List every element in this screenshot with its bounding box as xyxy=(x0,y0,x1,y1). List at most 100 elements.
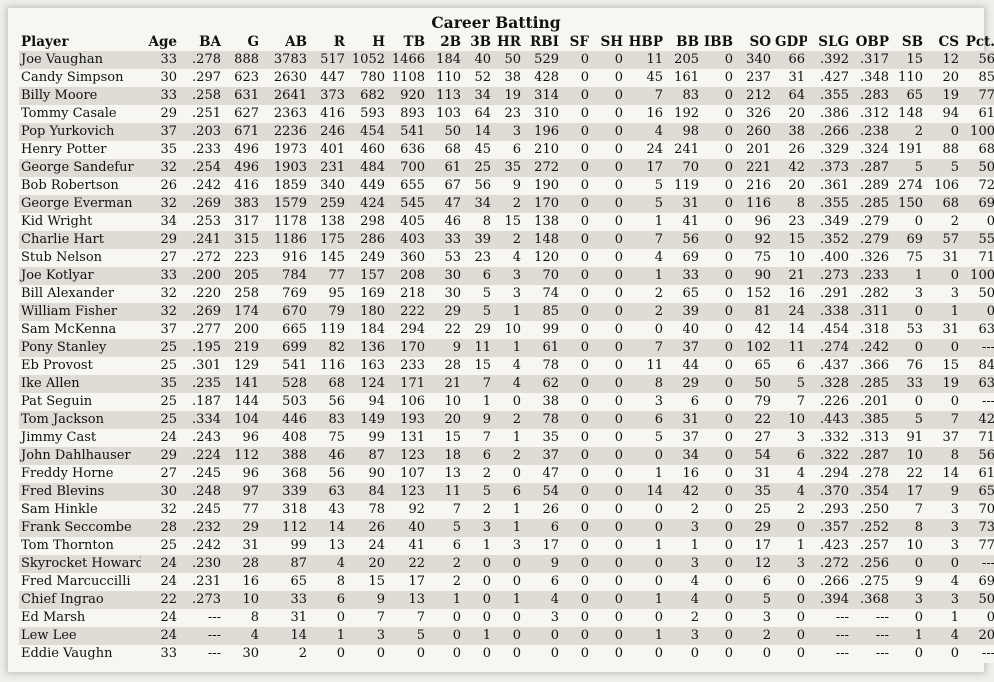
stat-cell: 0 xyxy=(925,339,961,357)
stat-cell: 0 xyxy=(561,231,591,249)
stat-cell: 6 xyxy=(625,411,665,429)
stat-cell: 54 xyxy=(735,447,773,465)
stat-cell: 0 xyxy=(591,321,625,339)
stat-cell: 31 xyxy=(925,321,961,339)
stat-cell: 0 xyxy=(773,519,807,537)
stat-cell: 5 xyxy=(625,177,665,195)
stat-cell: 52 xyxy=(463,69,493,87)
stat-cell: 893 xyxy=(387,105,427,123)
stat-cell: 2 xyxy=(665,501,701,519)
stat-cell: .400 xyxy=(807,249,851,267)
stat-cell: 5 xyxy=(427,519,463,537)
stat-cell: 9 xyxy=(891,573,925,591)
stat-cell: 0 xyxy=(701,411,735,429)
stat-cell: 1 xyxy=(891,267,925,285)
table-row: Eb Provost 25.301 129 541 116 163 233 28 15 4 78 0 0… xyxy=(19,357,994,375)
stat-cell: 0 xyxy=(561,357,591,375)
table-row: Tom Thornton 25.242 31 99 13 24 41 6 1 3 17 0 0 1 1 0 17… xyxy=(19,537,994,555)
stat-cell: 0 xyxy=(701,105,735,123)
stat-cell: 0 xyxy=(493,393,523,411)
stat-cell: .242 xyxy=(179,177,223,195)
column-header-h: H xyxy=(372,34,385,50)
stat-cell: 14 xyxy=(773,321,807,339)
stat-cell: 53 xyxy=(891,321,925,339)
stat-cell: 13 xyxy=(387,591,427,609)
stat-cell: 2 xyxy=(625,303,665,321)
stat-cell: 0 xyxy=(891,393,925,411)
stat-cell: 25 xyxy=(141,339,179,357)
stat-cell: 107 xyxy=(387,465,427,483)
stat-cell: 7 xyxy=(463,429,493,447)
stat-cell: 1052 xyxy=(347,51,387,69)
stat-cell: --- xyxy=(851,609,891,627)
stat-cell: 3 xyxy=(493,537,523,555)
table-row: Pop Yurkovich 37.203 671 2236 246 454 541 50 14 3… xyxy=(19,123,994,141)
stat-cell: .279 xyxy=(851,213,891,231)
stat-cell: 446 xyxy=(261,411,309,429)
stat-cell: 5 xyxy=(773,375,807,393)
stat-cell: 0 xyxy=(561,51,591,69)
stat-cell: 2 xyxy=(773,501,807,519)
player-name-cell: Frank Seccombe xyxy=(19,519,141,537)
stat-cell: 1 xyxy=(665,537,701,555)
stat-cell: 19 xyxy=(493,87,523,105)
stat-cell: .187 xyxy=(179,393,223,411)
table-row: Kid Wright 34.253 317 1178 138 298 405 46 8 15 138… xyxy=(19,213,994,231)
stat-cell: 169 xyxy=(347,285,387,303)
stat-cell: 3 xyxy=(347,627,387,645)
stat-cell: 5 xyxy=(625,195,665,213)
stat-cell: 6 xyxy=(773,357,807,375)
stat-cell: 15 xyxy=(493,213,523,231)
column-header-rbi: RBI xyxy=(530,34,559,50)
stat-cell: 14 xyxy=(309,519,347,537)
table-row: William Fisher 32.269 174 670 79 180 222 29 5 1 85… xyxy=(19,303,994,321)
stat-cell: 6 xyxy=(665,393,701,411)
stat-cell: 17 xyxy=(891,483,925,501)
stat-cell: 47 xyxy=(523,465,561,483)
stat-cell: 29 xyxy=(665,375,701,393)
stat-cell: 88 xyxy=(925,141,961,159)
stat-cell: 42 xyxy=(665,483,701,501)
stat-cell: 784 xyxy=(261,267,309,285)
stat-cell: 148 xyxy=(523,231,561,249)
player-name-cell: Tom Jackson xyxy=(19,411,141,429)
stat-cell: 74 xyxy=(523,285,561,303)
career-batting-panel: Career Batting Player Age BA G AB R H TB 2B 3B HR R… xyxy=(8,8,994,672)
stat-cell: .357 xyxy=(807,519,851,537)
stat-cell: 0 xyxy=(925,123,961,141)
stat-cell: 0 xyxy=(961,303,994,321)
stat-cell: .392 xyxy=(807,51,851,69)
table-row: Freddy Horne 27.245 96 368 56 90 107 13 2 0 47 0 0 1 1… xyxy=(19,465,994,483)
stat-cell: 71 xyxy=(961,429,994,447)
stat-cell: 25 xyxy=(463,159,493,177)
stat-cell: 29 xyxy=(463,321,493,339)
stat-cell: 31 xyxy=(735,465,773,483)
stat-cell: 0 xyxy=(701,177,735,195)
stat-cell: 0 xyxy=(773,591,807,609)
stat-cell: 5 xyxy=(463,285,493,303)
stat-cell: 18 xyxy=(427,447,463,465)
stat-cell: 0 xyxy=(891,609,925,627)
stat-cell: .354 xyxy=(851,483,891,501)
stat-cell: 682 xyxy=(347,87,387,105)
stat-cell: 1 xyxy=(463,627,493,645)
stat-cell: 0 xyxy=(591,285,625,303)
stat-cell: 17 xyxy=(387,573,427,591)
stat-cell: .454 xyxy=(807,321,851,339)
stat-cell: 665 xyxy=(261,321,309,339)
stat-cell: 2236 xyxy=(261,123,309,141)
stat-cell: 23 xyxy=(463,249,493,267)
stat-cell: 496 xyxy=(223,159,261,177)
stat-cell: 113 xyxy=(427,87,463,105)
player-name-cell: Stub Nelson xyxy=(19,249,141,267)
stat-cell: 5 xyxy=(387,627,427,645)
stat-cell: 2 xyxy=(463,465,493,483)
table-row: John Dahlhauser 29.224 112 388 46 87 123 18 6 2 37… xyxy=(19,447,994,465)
stat-cell: 1 xyxy=(463,393,493,411)
stat-cell: 192 xyxy=(665,105,701,123)
stat-cell: 170 xyxy=(523,195,561,213)
stat-cell: 403 xyxy=(387,231,427,249)
stat-cell: 4 xyxy=(523,591,561,609)
stat-cell: 222 xyxy=(387,303,427,321)
stat-cell: .370 xyxy=(807,483,851,501)
